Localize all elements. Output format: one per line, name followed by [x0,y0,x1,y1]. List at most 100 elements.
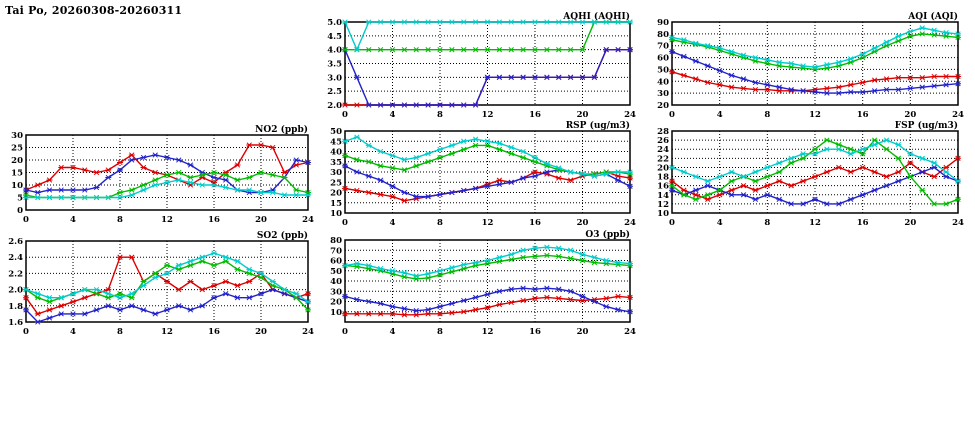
y-tick-label: 28 [657,127,669,137]
chart-fsp: 10 12 14 16 18 20 22 24 26 28 0 4 8 12 16 20 24 FSP (ug/m… [646,119,964,233]
x-tick-label: 0 [342,327,348,337]
y-tick-label: 40 [330,277,342,287]
x-tick-label: 20 [577,327,589,337]
y-tick-label: 5 [17,194,23,204]
y-tick-label: 50 [657,65,669,75]
x-tick-label: 24 [624,218,636,228]
x-tick-label: 0 [23,327,29,337]
fsp-series-cyan [669,137,961,184]
rsp-series-cyan [342,134,633,179]
o3-series-blue [342,285,633,315]
x-tick-label: 8 [437,110,443,120]
y-tick-label: 2.0 [8,286,23,296]
x-tick-label: 24 [624,110,636,120]
y-tick-label: 2.0 [327,101,342,111]
o3-series-cyan [342,244,633,279]
x-tick-label: 24 [302,327,314,337]
x-tick-label: 24 [952,218,964,228]
o3-series-green [342,252,633,282]
x-tick-label: 24 [302,215,314,225]
y-tick-label: 20 [657,163,669,173]
so2-chart-title: SO2 (ppb) [257,230,308,241]
x-tick-label: 20 [577,110,589,120]
x-tick-label: 20 [577,218,589,228]
y-tick-label: 10 [330,209,342,219]
x-tick-label: 16 [529,218,541,228]
grid [345,240,630,322]
y-tick-label: 2.6 [8,237,23,247]
y-tick-label: 20 [657,101,669,111]
plot-border [671,130,959,214]
y-tick-label: 5.0 [327,18,342,28]
y-tick-label: 3.5 [327,60,342,70]
y-tick-label: 1.8 [8,302,23,312]
aqi-series-green [669,31,961,73]
x-tick-label: 12 [809,110,821,120]
grid [672,22,958,105]
x-tick-label: 8 [437,218,443,228]
x-tick-label: 8 [117,327,123,337]
y-tick-label: 26 [657,136,669,146]
y-tick-label: 4.0 [327,46,342,56]
y-tick-label: 24 [657,145,669,155]
plot-border [25,240,309,323]
x-tick-label: 12 [482,110,494,120]
grid [345,22,630,105]
plot-border [25,134,309,211]
rsp-series-blue [342,163,633,200]
y-tick-label: 2.4 [8,253,23,263]
y-tick-label: 2.5 [327,87,342,97]
no2-chart-title: NO2 (ppb) [255,124,308,135]
y-tick-label: 25 [330,178,342,188]
o3-chart-title: O3 (ppb) [585,229,630,240]
chart-aqi: 20 30 40 50 60 70 80 90 0 4 8 12 16 20 24 AQI (AQI) [646,10,964,125]
y-tick-label: 70 [330,246,342,256]
y-tick-label: 20 [330,189,342,199]
x-tick-label: 0 [342,218,348,228]
x-tick-label: 16 [529,327,541,337]
y-tick-label: 80 [657,30,669,40]
x-tick-label: 12 [161,215,173,225]
rsp-series-green [342,142,633,177]
chart-so2: 1.6 1.8 2.0 2.2 2.4 2.6 0 4 8 12 16 20 24 SO2 (ppb) [0,229,314,342]
chart-no2: 0 5 10 15 20 25 30 0 4 8 12 16 20 24 NO2 (ppb) [0,123,314,230]
x-tick-label: 20 [255,215,267,225]
x-tick-label: 12 [482,327,494,337]
x-tick-label: 16 [529,110,541,120]
x-tick-label: 8 [764,218,770,228]
y-tick-label: 10 [657,209,669,219]
so2-plot: 1.6 1.8 2.0 2.2 2.4 2.6 0 4 8 12 16 20 24 SO2 (ppb) [8,230,314,337]
y-tick-label: 2.2 [8,269,23,279]
x-tick-label: 4 [390,110,396,120]
y-tick-label: 60 [330,257,342,267]
y-tick-label: 10 [11,181,23,191]
aqi-series-cyan [669,25,961,70]
fsp-series-green [669,137,961,207]
y-tick-label: 70 [657,42,669,52]
fsp-series-red [669,155,961,202]
y-tick-label: 10 [330,308,342,318]
x-tick-label: 4 [390,327,396,337]
aqi-chart-title: AQI (AQI) [907,11,958,22]
x-tick-label: 12 [809,218,821,228]
fsp-chart-title: FSP (ug/m3) [895,120,958,131]
y-tick-label: 4.5 [327,32,342,42]
x-tick-label: 4 [717,110,723,120]
y-tick-label: 35 [330,158,342,168]
rsp-chart-title: RSP (ug/m3) [566,120,630,131]
x-tick-label: 4 [70,215,76,225]
x-tick-label: 16 [857,218,869,228]
y-tick-label: 50 [330,267,342,277]
aqhi-chart-title: AQHI (AQHI) [562,11,630,22]
x-tick-label: 24 [624,327,636,337]
x-tick-label: 0 [23,215,29,225]
x-tick-label: 4 [70,327,76,337]
x-tick-label: 8 [437,327,443,337]
y-tick-label: 18 [657,173,669,183]
x-tick-label: 20 [904,110,916,120]
x-tick-label: 0 [669,218,675,228]
x-tick-label: 16 [857,110,869,120]
